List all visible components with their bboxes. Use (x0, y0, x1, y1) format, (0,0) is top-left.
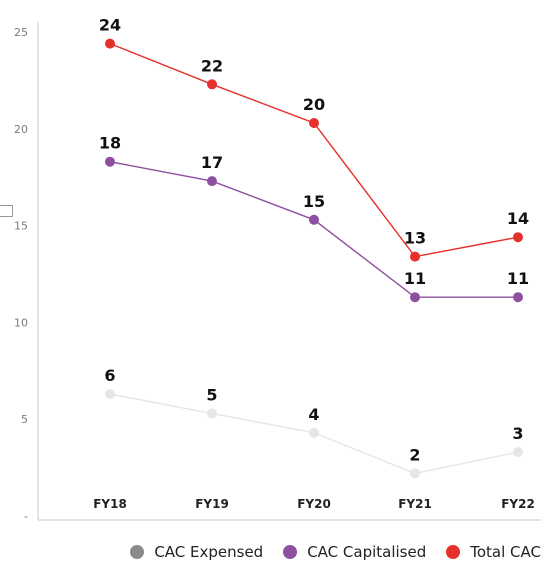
y-tick-label: 10 (14, 316, 28, 329)
data-label: 20 (303, 95, 325, 114)
data-point (513, 292, 523, 303)
y-tick-label: 5 (21, 413, 28, 426)
x-tick-label: FY22 (501, 497, 535, 511)
x-tick-labels: FY18 FY19 FY20 FY21 FY22 (93, 497, 535, 511)
data-point (207, 176, 217, 187)
data-label: 15 (303, 192, 325, 211)
data-label: 22 (201, 56, 223, 75)
data-point (207, 79, 217, 90)
legend-item-cac-capitalised[interactable]: CAC Capitalised (283, 543, 426, 561)
legend-label: CAC Expensed (154, 542, 264, 561)
data-label: 2 (409, 445, 420, 464)
data-point (105, 156, 115, 167)
data-labels: 6 5 4 2 3 18 17 15 11 11 24 22 20 13 14 (99, 16, 529, 465)
data-point (513, 447, 523, 458)
edge-bracket-mark (0, 205, 13, 217)
data-point (105, 38, 115, 49)
legend-marker-icon (446, 544, 461, 559)
data-label: 11 (404, 269, 426, 288)
legend-label: Total CAC (470, 542, 541, 561)
data-point (207, 408, 217, 419)
data-point (410, 292, 420, 303)
line-chart: - 5 10 15 20 25 FY18 FY19 FY20 FY21 FY22 6 5 4 2 3 18 1… (14, 16, 541, 523)
data-point (410, 468, 420, 479)
legend-item-cac-expensed[interactable]: CAC Expensed (130, 543, 263, 561)
series-line (109, 161, 518, 298)
data-label: 24 (99, 16, 121, 35)
series-points (105, 38, 523, 479)
y-tick-label: 25 (14, 26, 28, 39)
x-tick-label: FY19 (195, 497, 229, 511)
data-label: 6 (104, 366, 115, 385)
legend: CAC Expensed CAC Capitalised Total CAC (0, 541, 541, 562)
data-label: 5 (206, 385, 217, 404)
legend-item-total-cac[interactable]: Total CAC (446, 543, 541, 561)
data-point (513, 232, 523, 243)
y-tick-label: - (24, 510, 28, 523)
data-point (309, 427, 319, 438)
legend-marker-icon (130, 544, 145, 559)
data-label: 17 (201, 153, 223, 172)
y-tick-label: 15 (14, 220, 28, 233)
data-point (309, 214, 319, 225)
data-label: 13 (404, 229, 426, 248)
y-tick-label: 20 (14, 123, 28, 136)
x-tick-label: FY21 (398, 497, 432, 511)
data-label: 18 (99, 134, 121, 153)
data-point (309, 118, 319, 128)
data-label: 14 (507, 209, 529, 228)
data-label: 11 (507, 269, 529, 288)
data-label: 4 (308, 405, 319, 424)
data-label: 3 (512, 424, 523, 443)
legend-label: CAC Capitalised (307, 542, 427, 561)
legend-marker-icon (283, 544, 298, 559)
data-point (410, 251, 420, 262)
x-tick-label: FY20 (297, 497, 331, 511)
y-tick-labels: - 5 10 15 20 25 (14, 26, 28, 523)
x-tick-label: FY18 (93, 497, 127, 511)
data-point (105, 389, 115, 399)
